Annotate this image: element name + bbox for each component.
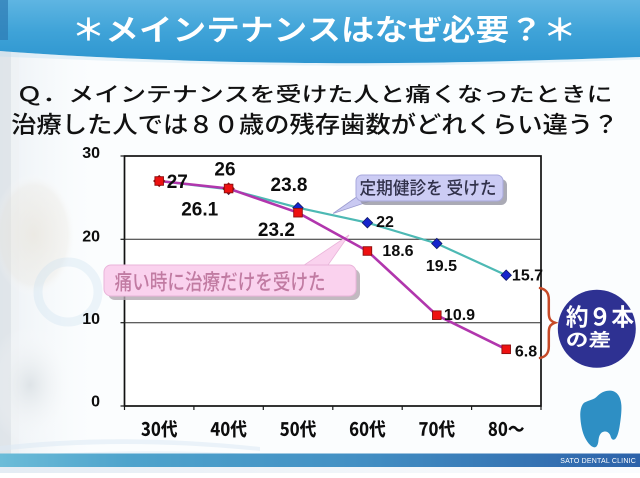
svg-text:20: 20 — [82, 229, 100, 246]
svg-text:30: 30 — [82, 145, 100, 162]
svg-text:23.8: 23.8 — [271, 175, 308, 196]
svg-text:27: 27 — [167, 172, 188, 193]
svg-text:19.5: 19.5 — [426, 258, 457, 275]
svg-text:26.1: 26.1 — [181, 200, 218, 221]
svg-text:SATO DENTAL CLINIC: SATO DENTAL CLINIC — [560, 458, 636, 465]
svg-text:0: 0 — [91, 394, 100, 411]
svg-text:10.9: 10.9 — [444, 307, 475, 324]
svg-text:6.8: 6.8 — [515, 343, 537, 360]
svg-text:23.2: 23.2 — [258, 220, 295, 241]
svg-text:15.7: 15.7 — [512, 267, 543, 284]
svg-text:26: 26 — [214, 160, 235, 181]
svg-text:18.6: 18.6 — [382, 243, 413, 260]
svg-text:10: 10 — [82, 311, 100, 328]
svg-text:22: 22 — [376, 214, 394, 231]
